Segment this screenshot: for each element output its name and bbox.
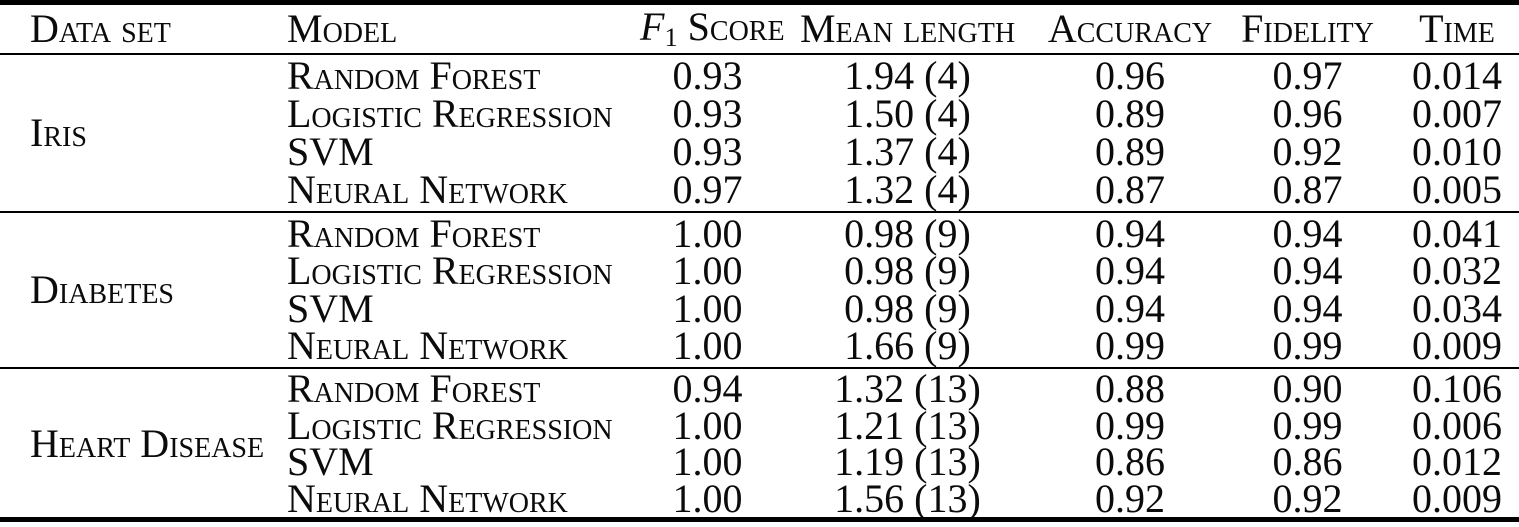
fidelity-cell: 0.90	[1272, 369, 1343, 412]
f1-cell: 0.93	[672, 55, 743, 98]
f1-cell: 0.93	[672, 91, 743, 136]
mean-length-cell: 1.32 (4)	[844, 167, 971, 211]
model-cell: SVM	[287, 439, 374, 485]
model-cell: Neural Network	[287, 323, 568, 367]
f1-cell: 1.00	[672, 323, 743, 367]
header-accuracy: Accuracy	[1047, 6, 1213, 51]
header-mean-length: Mean length	[799, 6, 1016, 51]
accuracy-cell: 0.92	[1095, 475, 1165, 517]
accuracy-cell: 0.89	[1095, 129, 1165, 174]
f1-cell: 0.97	[672, 167, 743, 211]
header-model: Model	[287, 6, 398, 51]
model-cell: Random Forest	[287, 369, 541, 412]
header-rule	[0, 53, 1519, 55]
model-cell: Neural Network	[287, 167, 568, 211]
time-cell: 0.014	[1412, 55, 1502, 98]
mean-length-cell: 1.50 (4)	[844, 91, 971, 136]
mean-length-cell: 1.94 (4)	[844, 55, 971, 98]
mean-length-cell: 1.66 (9)	[844, 323, 971, 367]
model-cell: SVM	[287, 129, 374, 174]
f1-subscript: 1	[664, 22, 678, 53]
fidelity-cell: 0.87	[1272, 167, 1343, 211]
mean-length-cell: 1.37 (4)	[844, 129, 971, 174]
fidelity-cell: 0.96	[1272, 91, 1343, 136]
time-cell: 0.032	[1412, 248, 1502, 294]
bottom-rule	[0, 517, 1519, 522]
dataset-label: Iris	[30, 110, 87, 155]
mean-length-cell: 1.32 (13)	[834, 369, 981, 412]
dataset-group-heart-disease: Heart Disease Random Forest 0.94 1.32 (1…	[0, 369, 1519, 517]
time-cell: 0.005	[1412, 167, 1502, 211]
group-rule	[0, 367, 1519, 369]
model-cell: Neural Network	[287, 475, 568, 517]
fidelity-cell: 0.99	[1272, 402, 1343, 448]
group-rule	[0, 211, 1519, 213]
accuracy-cell: 0.99	[1095, 402, 1165, 448]
accuracy-cell: 0.99	[1095, 323, 1165, 367]
mean-length-cell: 1.56 (13)	[834, 475, 981, 517]
model-cell: Random Forest	[287, 55, 541, 98]
f1-cell: 0.94	[672, 369, 743, 412]
header-f1-score: F1 Score	[640, 4, 785, 53]
fidelity-cell: 0.94	[1272, 213, 1343, 256]
f1-cell: 1.00	[672, 213, 743, 256]
accuracy-cell: 0.88	[1095, 369, 1165, 412]
accuracy-cell: 0.89	[1095, 91, 1165, 136]
model-cell: Logistic Regression	[287, 402, 613, 448]
f1-word: Score	[687, 4, 785, 50]
f1-cell: 1.00	[672, 285, 743, 331]
f1-cell: 1.00	[672, 248, 743, 294]
model-cell: SVM	[287, 285, 374, 331]
dataset-group-diabetes: Diabetes Random Forest 1.00 0.98 (9) 0.9…	[0, 213, 1519, 367]
fidelity-cell: 0.94	[1272, 285, 1343, 331]
f1-letter: F	[640, 4, 665, 50]
time-cell: 0.009	[1412, 323, 1502, 367]
accuracy-cell: 0.94	[1095, 213, 1165, 256]
f1-cell: 1.00	[672, 402, 743, 448]
fidelity-cell: 0.92	[1272, 129, 1343, 174]
mean-length-cell: 1.19 (13)	[834, 439, 981, 485]
time-cell: 0.034	[1412, 285, 1502, 331]
dataset-group-iris: Iris Random Forest 0.93 1.94 (4) 0.96 0.…	[0, 55, 1519, 211]
top-rule	[0, 0, 1519, 5]
fidelity-cell: 0.94	[1272, 248, 1343, 294]
accuracy-cell: 0.96	[1095, 55, 1165, 98]
accuracy-cell: 0.87	[1095, 167, 1165, 211]
accuracy-cell: 0.94	[1095, 285, 1165, 331]
f1-cell: 1.00	[672, 439, 743, 485]
header-time: Time	[1419, 6, 1495, 51]
f1-cell: 0.93	[672, 129, 743, 174]
fidelity-cell: 0.97	[1272, 55, 1343, 98]
accuracy-cell: 0.86	[1095, 439, 1165, 485]
accuracy-cell: 0.94	[1095, 248, 1165, 294]
time-cell: 0.012	[1412, 439, 1502, 485]
fidelity-cell: 0.92	[1272, 475, 1343, 517]
mean-length-cell: 1.21 (13)	[834, 402, 981, 448]
table-header-row: Data set Model F1 Score Mean length Accu…	[0, 5, 1519, 53]
time-cell: 0.006	[1412, 402, 1502, 448]
mean-length-cell: 0.98 (9)	[844, 248, 971, 294]
time-cell: 0.009	[1412, 475, 1502, 517]
time-cell: 0.041	[1412, 213, 1502, 256]
dataset-label: Heart Disease	[30, 421, 265, 466]
time-cell: 0.106	[1412, 369, 1502, 412]
time-cell: 0.010	[1412, 129, 1502, 174]
dataset-label: Diabetes	[30, 267, 174, 312]
model-cell: Logistic Regression	[287, 248, 613, 294]
fidelity-cell: 0.86	[1272, 439, 1343, 485]
header-dataset: Data set	[30, 6, 171, 51]
fidelity-cell: 0.99	[1272, 323, 1343, 367]
f1-cell: 1.00	[672, 475, 743, 517]
model-cell: Logistic Regression	[287, 91, 613, 136]
header-fidelity: Fidelity	[1241, 6, 1374, 51]
model-cell: Random Forest	[287, 213, 541, 256]
mean-length-cell: 0.98 (9)	[844, 285, 971, 331]
mean-length-cell: 0.98 (9)	[844, 213, 971, 256]
time-cell: 0.007	[1412, 91, 1502, 136]
